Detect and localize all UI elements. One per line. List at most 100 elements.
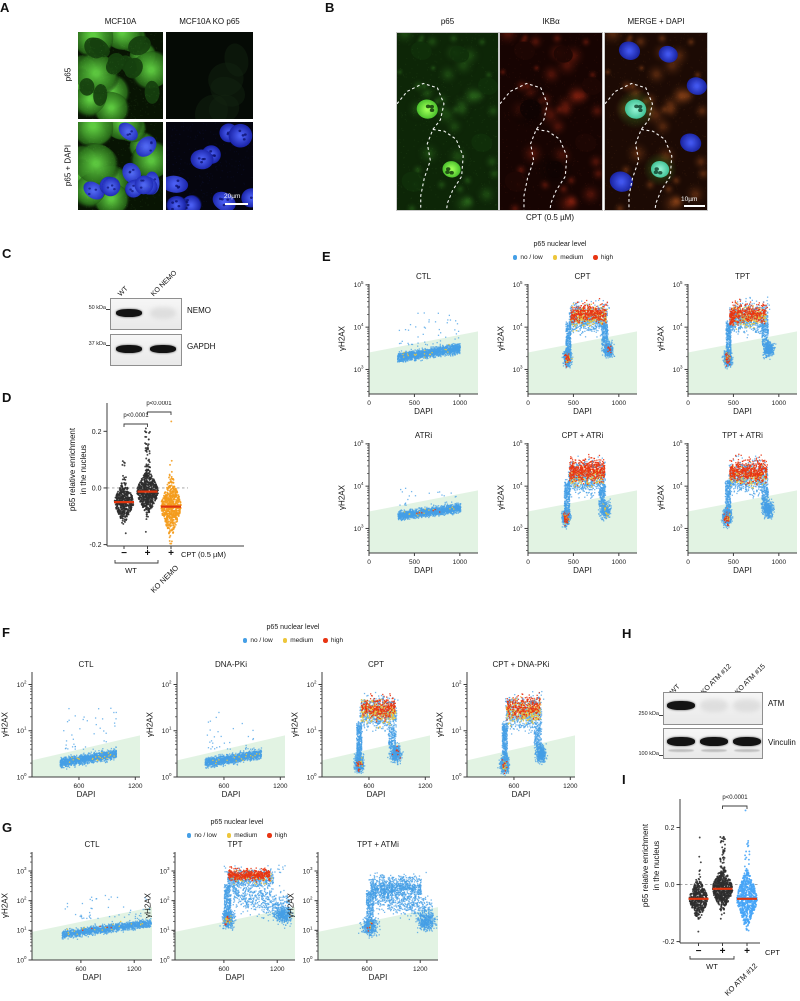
mw-marker-100kDa: 100 kDa — [638, 751, 660, 757]
panel-label-B: B — [325, 0, 335, 15]
protein-label-NEMO: NEMO — [187, 306, 211, 315]
legend-item-medium: medium — [282, 637, 314, 644]
panelG-legend-title: p65 nuclear level — [210, 819, 264, 826]
yellow-dot-icon — [226, 833, 232, 838]
legend-item-no-low: no / low — [186, 832, 217, 839]
panelA-row-label-p65-dapi: p65 + DAPI — [63, 144, 73, 187]
scatter-plot-E-TPTATRi — [662, 431, 800, 579]
legend-label-no-low: no / low — [520, 254, 543, 261]
micrograph-ikba-channel — [499, 32, 603, 211]
panelB-caption: CPT (0.5 µM) — [525, 213, 575, 222]
blot-box-ATM — [663, 692, 763, 725]
legend-label-high: high — [274, 832, 288, 839]
scatter-plot-G-TPT — [149, 840, 313, 986]
panel-label-E: E — [322, 249, 331, 264]
panelA-scalebar-label: 20µm — [224, 193, 241, 200]
yellow-dot-icon — [282, 638, 288, 643]
mw-tick — [659, 714, 663, 716]
scatter-plot-E-CTL — [343, 272, 496, 420]
panelB-scalebar — [684, 205, 705, 207]
scatter-plot-G-CTL — [6, 840, 170, 986]
lane-label-KONEMO: KO NEMO — [150, 269, 179, 298]
scatter-plot-F-CPT — [296, 660, 448, 803]
legend-item-high: high — [323, 637, 343, 644]
mw-marker-50kDa: 50 kDa — [88, 305, 106, 311]
panelB-col-header-ikba: IKBα — [542, 17, 560, 26]
panelA-col-header-ko: MCF10A KO p65 — [179, 17, 240, 26]
beeswarm-plot-D — [85, 395, 268, 580]
mw-marker-250kDa: 250 kDa — [638, 711, 660, 717]
mw-tick — [659, 754, 663, 756]
panel-label-G: G — [2, 820, 13, 835]
panelB-scalebar-label: 10µm — [681, 196, 698, 203]
panel-label-A: A — [0, 0, 10, 15]
panelE-legend: no / low medium high — [488, 254, 638, 261]
blot-band-Vinculin-1 — [700, 737, 728, 746]
red-dot-icon — [593, 255, 598, 260]
legend-label-medium: medium — [290, 637, 314, 644]
panelA-row-label-p65: p65 — [63, 67, 73, 82]
legend-label-no-low: no / low — [194, 832, 217, 839]
blot-band-NEMO-0 — [115, 309, 142, 317]
mw-tick — [106, 308, 110, 310]
lane-label-WT: WT — [117, 285, 130, 298]
mw-tick — [106, 344, 110, 346]
scatter-plot-E-ATRi — [343, 431, 496, 579]
protein-label-Vinculin: Vinculin — [768, 738, 796, 747]
mw-marker-37kDa: 37 kDa — [88, 341, 106, 347]
y-axis-label-I-1: p65 relative enrichment — [641, 823, 650, 908]
panelF-legend: no / low medium high — [218, 637, 368, 644]
blue-dot-icon — [242, 638, 248, 643]
legend-item-medium: medium — [552, 254, 584, 261]
legend-item-no-low: no / low — [242, 637, 273, 644]
blue-dot-icon — [186, 833, 192, 838]
panelA-scalebar — [225, 203, 248, 205]
panelF-legend-title: p65 nuclear level — [266, 624, 320, 631]
blot-band-Vinculin-0 — [667, 737, 695, 746]
panel-label-F: F — [2, 625, 10, 640]
protein-label-ATM: ATM — [768, 699, 785, 708]
blot-band-GAPDH-1 — [149, 345, 176, 353]
micrograph-merge-dapi — [604, 32, 708, 211]
legend-label-high: high — [600, 254, 614, 261]
yellow-dot-icon — [552, 255, 558, 260]
scatter-plot-G-TPTATMi — [292, 840, 456, 986]
y-axis-label-D-1: p65 relative enrichment — [68, 427, 77, 511]
protein-label-GAPDH: GAPDH — [187, 342, 216, 351]
micrograph-mcf10a-p65-dapi — [78, 122, 163, 210]
scatter-plot-E-CPTATRi — [502, 431, 655, 579]
scatter-plot-E-CPT — [502, 272, 655, 420]
blot-band-ATM-0 — [667, 701, 695, 710]
panelE-legend-title: p65 nuclear level — [533, 241, 587, 248]
scatter-plot-F-DNAPKi — [151, 660, 303, 803]
scatter-plot-F-CTL — [6, 660, 158, 803]
beeswarm-plot-I — [658, 791, 784, 976]
blot-faint-ATM-2 — [733, 699, 761, 712]
legend-item-high: high — [267, 832, 287, 839]
panel-label-H: H — [622, 626, 632, 641]
panel-label-I: I — [622, 772, 626, 787]
legend-item-no-low: no / low — [512, 254, 543, 261]
panelA-col-header-mcf10a: MCF10A — [104, 17, 137, 26]
scatter-plot-E-TPT — [662, 272, 800, 420]
legend-item-high: high — [593, 254, 613, 261]
red-dot-icon — [267, 833, 272, 838]
legend-label-medium: medium — [234, 832, 258, 839]
panelB-col-header-merge: MERGE + DAPI — [627, 17, 685, 26]
blot-subband-Vinculin-2 — [734, 749, 760, 752]
micrograph-ko-p65 — [166, 32, 253, 119]
micrograph-p65-channel — [396, 32, 499, 211]
micrograph-ko-p65-dapi — [166, 122, 253, 210]
micrograph-mcf10a-p65 — [78, 32, 163, 119]
legend-label-medium: medium — [560, 254, 584, 261]
panel-label-D: D — [2, 390, 12, 405]
blue-dot-icon — [512, 255, 518, 260]
legend-item-medium: medium — [226, 832, 258, 839]
blot-faint-NEMO-1 — [149, 307, 176, 319]
blot-band-Vinculin-2 — [733, 737, 761, 746]
scatter-plot-F-CPTDNAPKi — [441, 660, 593, 803]
legend-label-no-low: no / low — [250, 637, 273, 644]
red-dot-icon — [323, 638, 328, 643]
panelG-legend: no / low medium high — [162, 832, 312, 839]
